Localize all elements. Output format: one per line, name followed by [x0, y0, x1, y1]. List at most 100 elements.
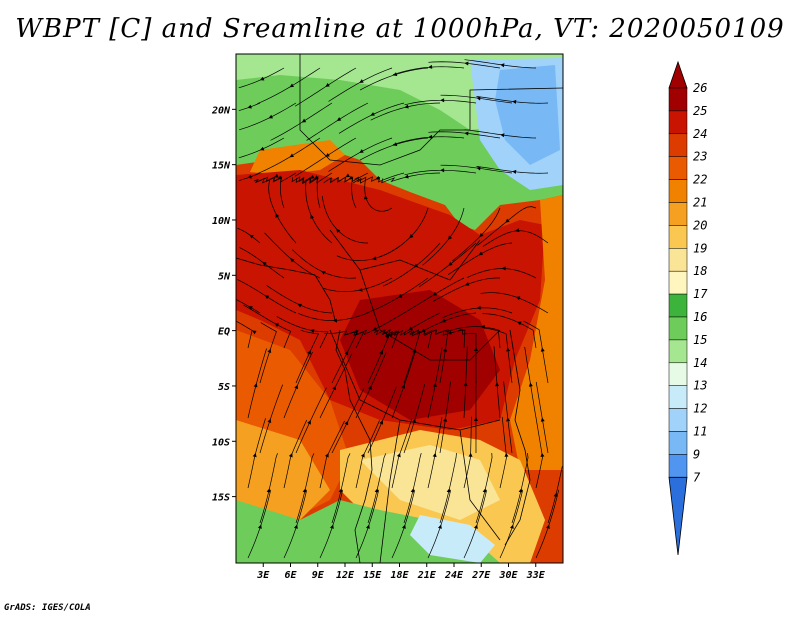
colorbar-segment	[668, 248, 688, 272]
streamline	[427, 417, 443, 489]
streamline	[391, 489, 416, 559]
streamline-arrow	[249, 234, 254, 239]
lon-tick-label: 12E	[336, 570, 355, 581]
streamline	[297, 312, 369, 321]
lon-tick-label: 6E	[284, 570, 297, 581]
streamline-arrow	[332, 385, 336, 391]
lon-tick-label: 33E	[526, 570, 546, 581]
streamline-arrow	[409, 234, 414, 239]
streamline-arrow	[274, 323, 280, 327]
border-south	[329, 329, 501, 563]
streamline-arrow	[440, 168, 445, 173]
streamline	[535, 381, 549, 454]
colorbar-segment	[668, 293, 688, 318]
streamline-arrow	[330, 524, 334, 529]
streamline	[499, 489, 524, 559]
streamline-arrow	[440, 98, 445, 103]
streamline-arrow	[332, 318, 338, 323]
streamline-arrow	[501, 266, 506, 271]
streamline-arrow	[344, 350, 349, 356]
streamline-arrow	[528, 382, 533, 387]
colorbar: 26 25 24 23 22 21 20 19 18 17 16 15 14 13 12 11 9 7	[668, 60, 708, 556]
streamline-arrow	[463, 382, 468, 387]
colorbar-label: 23	[693, 150, 707, 164]
streamline-arrow	[370, 112, 375, 116]
streamline-arrow	[500, 63, 505, 68]
streamline-arrow	[259, 146, 265, 151]
streamline-arrow	[259, 76, 265, 81]
streamline-arrow	[348, 175, 354, 180]
colorbar-segment	[668, 179, 688, 203]
streamline-arrow	[473, 347, 478, 352]
streamline-arrow	[268, 114, 273, 119]
wbpt-field	[236, 54, 563, 563]
streamline-arrow	[443, 347, 448, 352]
streamline-arrow	[504, 452, 509, 457]
streamline-arrow	[275, 213, 280, 218]
streamline-arrow	[310, 329, 315, 333]
streamline-arrow	[476, 305, 481, 310]
streamline-arrow	[500, 133, 505, 138]
coastline-lakes	[504, 329, 531, 546]
field-north-deepblue	[495, 65, 560, 165]
colorbar-label: 25	[693, 104, 707, 118]
streamline-arrow	[374, 488, 379, 493]
streamline-arrow	[252, 330, 257, 335]
colorbar-label: 13	[693, 379, 707, 393]
streamline-arrow	[505, 218, 510, 223]
streamline-arrow	[553, 492, 558, 498]
streamline-arrow	[247, 104, 252, 109]
streamline-arrow	[410, 488, 415, 493]
streamline-arrow	[360, 453, 365, 458]
streamline	[259, 384, 283, 454]
streamline	[259, 322, 277, 384]
footer-credit: GrADS: IGES/COLA	[4, 603, 91, 613]
streamline-arrow	[464, 61, 469, 66]
colorbar-label: 22	[693, 173, 707, 187]
streamline-arrow	[432, 452, 437, 458]
colorbar-segment	[668, 87, 688, 112]
streamline	[403, 383, 426, 454]
streamline-arrow	[310, 174, 315, 179]
colorbar-label: 18	[693, 264, 707, 278]
colorbar-label: 24	[693, 127, 707, 141]
streamline-arrow	[510, 524, 514, 529]
streamline	[523, 320, 549, 384]
streamline-arrow	[506, 347, 511, 352]
streamline-arrow	[301, 118, 307, 123]
lon-tick-label: 21E	[417, 570, 437, 581]
streamline-arrow	[480, 324, 485, 329]
streamline-arrow	[372, 326, 378, 331]
streamline-arrow	[446, 488, 451, 493]
streamline-arrow	[267, 418, 272, 424]
streamline-arrow	[428, 64, 433, 69]
colorbar-segment	[668, 339, 688, 364]
streamline-arrow	[464, 131, 469, 136]
streamline-arrow	[368, 385, 372, 390]
colorbar-label: 14	[693, 356, 707, 370]
lat-axis: 20N 15N 10N 5N EQ 5S 10S 15S	[211, 105, 236, 504]
streamline-arrow	[438, 524, 442, 529]
streamline-arrow	[310, 214, 315, 219]
border-north	[299, 54, 563, 166]
colorbar-top-arrow	[668, 60, 688, 89]
streamline-arrow	[266, 488, 271, 493]
streamline-arrow	[401, 384, 406, 389]
streamline-arrow	[247, 174, 252, 179]
streamline-arrow	[359, 149, 364, 153]
streamline-arrow	[372, 256, 377, 261]
streamline-arrow	[517, 321, 522, 326]
streamline-arrow	[540, 452, 545, 458]
colorbar-segment	[668, 202, 688, 226]
streamline-arrow	[447, 235, 453, 240]
colorbar-label: 16	[693, 310, 707, 324]
lon-tick-label: 30E	[498, 570, 518, 581]
colorbar-segment	[668, 316, 688, 341]
streamline-arrow	[479, 232, 484, 238]
lon-tick-label: 3E	[256, 570, 270, 581]
streamline-arrow	[289, 83, 295, 88]
lat-tick-label: 10N	[212, 216, 231, 227]
streamline-arrow	[397, 294, 403, 298]
streamline-arrow	[495, 382, 500, 387]
colorbar-label: 9	[693, 447, 700, 461]
